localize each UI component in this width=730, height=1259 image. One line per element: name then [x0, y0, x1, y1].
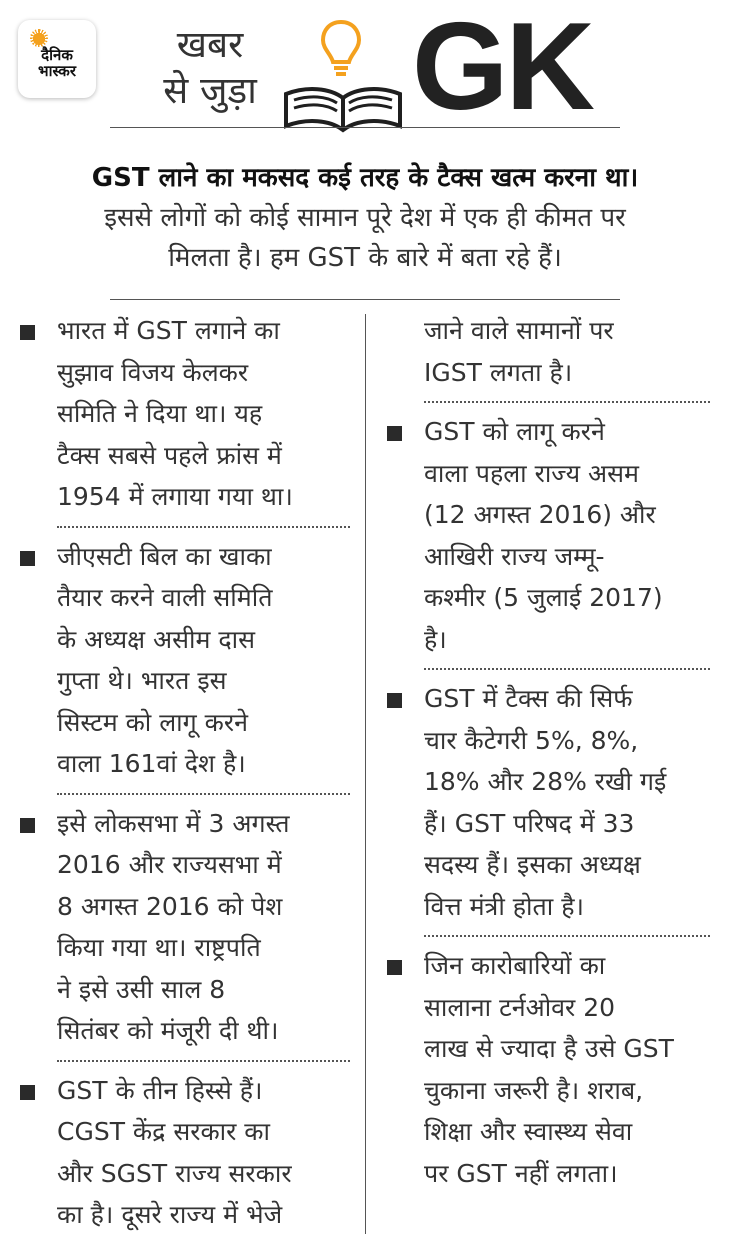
open-book-icon [284, 87, 402, 133]
bullet-square-icon [20, 817, 35, 833]
tagline-line2: से जुड़ा [163, 69, 257, 112]
header-divider [110, 127, 620, 128]
fact-item: जिन कारोबारियों का सालाना टर्नओवर 20 लाख… [387, 945, 712, 1194]
sun-icon [30, 29, 48, 47]
fact-item: जीएसटी बिल का खाका तैयार करने वाली समिति… [20, 536, 350, 785]
dotted-separator [57, 525, 350, 528]
intro: GST लाने का मकसद कई तरह के टैक्स खत्म कर… [20, 158, 710, 278]
intro-body: इससे लोगों को कोई सामान पूरे देश में एक … [104, 203, 626, 273]
fact-text: भारत में GST लगाने का सुझाव विजय केलकर स… [57, 316, 293, 511]
bullet-square-icon [387, 426, 402, 441]
fact-text: इसे लोकसभा में 3 अगस्त 2016 और राज्यसभा … [57, 808, 290, 1046]
fact-text: GST को लागू करने वाला पहला राज्य असम (12… [424, 417, 663, 654]
left-column: भारत में GST लगाने का सुझाव विजय केलकर स… [20, 310, 350, 1236]
dotted-separator [424, 401, 710, 403]
header-tagline: खबर से जुड़ा [150, 22, 270, 114]
fact-text: जीएसटी बिल का खाका तैयार करने वाली समिति… [57, 541, 273, 779]
bullet-square-icon [20, 1084, 35, 1100]
intro-divider [110, 299, 620, 300]
fact-text: GST में टैक्स की सिर्फ चार कैटेगरी 5%, 8… [424, 684, 667, 921]
fact-item: इसे लोकसभा में 3 अगस्त 2016 और राज्यसभा … [20, 803, 350, 1052]
logo-line2: भास्कर [38, 62, 76, 80]
fact-item: GST के तीन हिस्से हैं। CGST केंद्र सरकार… [20, 1070, 350, 1236]
logo-line1: दैनिक [41, 46, 73, 64]
fact-text: GST के तीन हिस्से हैं। CGST केंद्र सरकार… [57, 1075, 292, 1230]
bullet-square-icon [20, 550, 35, 566]
dotted-separator [424, 935, 710, 937]
gk-title: GK [412, 0, 595, 136]
bullet-square-icon [387, 693, 402, 708]
dotted-separator [424, 668, 710, 670]
dainik-bhaskar-logo[interactable]: दैनिक भास्कर [18, 20, 96, 98]
fact-item-continued: जाने वाले सामानों पर IGST लगता है। [387, 310, 712, 393]
bullet-square-icon [387, 960, 402, 975]
tagline-line1: खबर [176, 23, 244, 66]
bullet-square-icon [20, 325, 35, 340]
fact-item: भारत में GST लगाने का सुझाव विजय केलकर स… [20, 310, 350, 518]
dotted-separator [57, 1059, 350, 1062]
right-column: जाने वाले सामानों पर IGST लगता है। GST क… [387, 310, 712, 1194]
bulb-icon [320, 19, 362, 76]
column-divider [365, 314, 366, 1234]
dotted-separator [57, 792, 350, 795]
fact-text: जिन कारोबारियों का सालाना टर्नओवर 20 लाख… [424, 951, 674, 1188]
intro-headline: GST लाने का मकसद कई तरह के टैक्स खत्म कर… [91, 163, 639, 193]
fact-text: जाने वाले सामानों पर IGST लगता है। [424, 316, 614, 387]
fact-item: GST में टैक्स की सिर्फ चार कैटेगरी 5%, 8… [387, 678, 712, 927]
fact-item: GST को लागू करने वाला पहला राज्य असम (12… [387, 411, 712, 660]
